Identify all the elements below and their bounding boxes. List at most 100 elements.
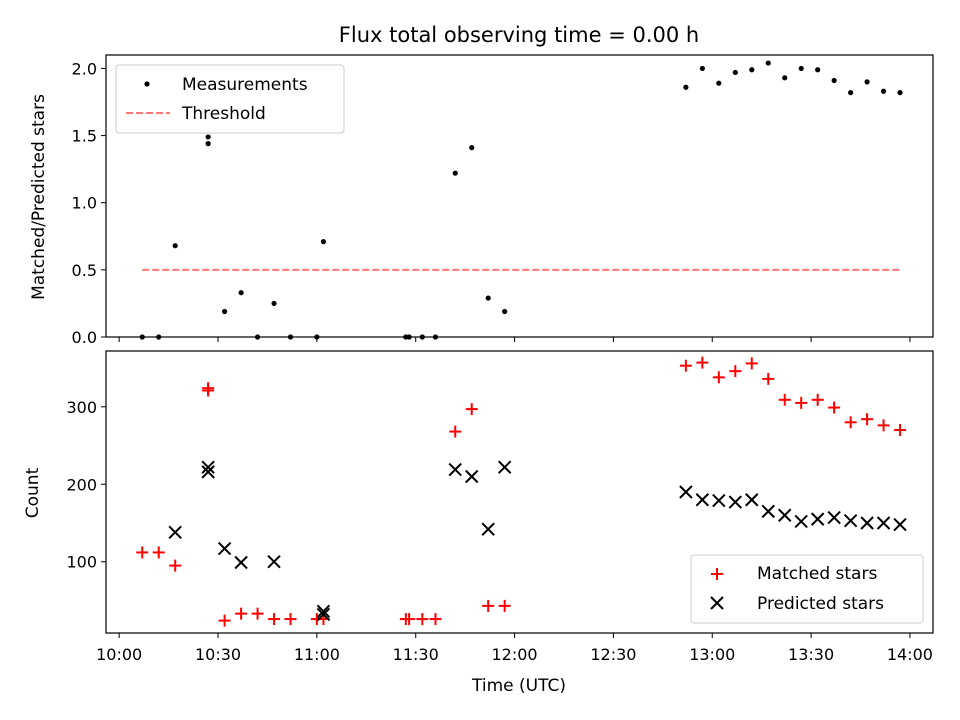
- matched-point-4: [202, 382, 215, 395]
- predicted-point-12: [679, 485, 693, 499]
- matched-point-26: [778, 393, 791, 406]
- predicted-point-14: [712, 493, 726, 508]
- top-ytick-label-1: 0.5: [72, 261, 97, 280]
- measurement-point-30: [848, 90, 854, 96]
- measurement-point-6: [238, 290, 244, 296]
- matched-point-1: [152, 546, 165, 559]
- bottom-xtick-label-0: 10:00: [96, 645, 142, 664]
- chart-title: Flux total observing time = 0.00 h: [339, 23, 699, 47]
- predicted-point-20: [810, 512, 825, 526]
- bottom-ytick-label-1: 200: [66, 475, 97, 494]
- legend-matched-label: Matched stars: [757, 564, 877, 584]
- bottom-xtick-label-5: 12:30: [590, 645, 636, 664]
- bottom-legend-box: [690, 554, 924, 624]
- bottom-xtick-label-6: 13:00: [689, 645, 735, 664]
- legend-predicted-label: Predicted stars: [757, 594, 884, 614]
- measurement-point-25: [765, 60, 771, 66]
- measurement-point-28: [815, 67, 821, 73]
- top-plot-area: [139, 60, 903, 340]
- predicted-point-2: [201, 460, 215, 474]
- legend-predicted-marker: [710, 596, 724, 610]
- predicted-point-6: [316, 604, 331, 619]
- matched-point-6: [235, 607, 248, 620]
- bottom-legend: Matched stars Predicted stars: [690, 554, 924, 624]
- bottom-xtick-label-7: 13:30: [788, 645, 834, 664]
- matched-point-30: [844, 416, 857, 429]
- matched-point-0: [136, 546, 149, 559]
- matched-point-5: [218, 614, 231, 627]
- predicted-point-17: [761, 504, 775, 519]
- legend-matched-marker: [711, 568, 723, 580]
- legend-measurements-marker: [144, 81, 150, 87]
- matched-point-19: [498, 599, 511, 612]
- predicted-point-1: [201, 465, 215, 479]
- bottom-axes-frame: [105, 350, 934, 634]
- predicted-point-10: [481, 522, 495, 536]
- bottom-xtick-label-2: 11:00: [294, 645, 340, 664]
- top-ylabel: Matched/Predicted stars: [29, 94, 49, 300]
- matched-point-14: [416, 613, 429, 626]
- predicted-point-3: [217, 541, 232, 556]
- top-ytick-label-2: 1.0: [72, 194, 97, 213]
- matched-point-25: [762, 372, 775, 385]
- predicted-point-15: [728, 495, 743, 509]
- legend-threshold-label: Threshold: [181, 104, 266, 124]
- bottom-xtick-label-3: 11:30: [393, 645, 439, 664]
- top-legend: Measurements Threshold: [115, 64, 345, 134]
- measurement-point-17: [469, 145, 475, 151]
- bottom-xtick-label-4: 12:00: [492, 645, 538, 664]
- ratio-panel: Matched/Predicted stars 0.00.51.01.52.0 …: [29, 54, 934, 347]
- measurement-point-26: [782, 75, 788, 81]
- matched-point-32: [877, 419, 890, 432]
- matched-point-9: [284, 613, 297, 626]
- measurement-point-18: [485, 295, 491, 301]
- measurement-point-4: [205, 134, 211, 140]
- predicted-point-11: [497, 460, 512, 474]
- measurement-point-27: [798, 65, 804, 72]
- measurement-point-31: [864, 79, 870, 85]
- measurement-point-32: [880, 88, 887, 94]
- measurement-point-5: [222, 308, 228, 315]
- bottom-plot-area: [136, 356, 907, 627]
- measurement-point-11: [320, 239, 327, 245]
- bottom-xtick-label-8: 14:00: [887, 645, 933, 664]
- predicted-point-18: [778, 508, 792, 522]
- predicted-point-22: [843, 513, 858, 528]
- matched-point-22: [712, 371, 725, 384]
- legend-measurements-label: Measurements: [182, 75, 308, 95]
- matched-point-8: [268, 613, 281, 626]
- matched-point-31: [861, 413, 874, 426]
- predicted-point-0: [168, 525, 182, 539]
- matched-point-23: [729, 365, 742, 378]
- top-ytick-label-4: 2.0: [72, 59, 97, 78]
- top-legend-box: [115, 64, 345, 134]
- measurement-point-23: [732, 69, 738, 76]
- predicted-point-4: [234, 555, 248, 570]
- bottom-ylabel: Count: [23, 467, 43, 518]
- top-ytick-label-3: 1.5: [72, 127, 97, 146]
- matched-point-15: [429, 613, 442, 626]
- bottom-ytick-label-0: 100: [66, 553, 97, 572]
- predicted-point-21: [827, 510, 841, 525]
- measurement-point-22: [716, 80, 722, 86]
- bottom-ytick-label-2: 300: [66, 398, 97, 417]
- matched-point-28: [811, 393, 824, 406]
- predicted-point-23: [860, 516, 874, 530]
- predicted-point-19: [794, 514, 808, 529]
- matched-point-20: [679, 359, 692, 372]
- predicted-point-5: [267, 555, 281, 569]
- measurement-point-3: [205, 141, 211, 147]
- measurement-point-16: [452, 170, 458, 176]
- matched-point-13: [403, 613, 416, 626]
- predicted-point-8: [448, 462, 462, 477]
- top-axes-frame: [105, 54, 934, 338]
- count-panel: Count 100 200 300 10:00 10:30 11:00 11:30 12:0…: [23, 350, 934, 696]
- predicted-point-24: [876, 516, 891, 530]
- measurement-point-24: [749, 67, 755, 73]
- matched-point-17: [465, 403, 478, 416]
- top-ytick-label-0: 0.0: [72, 328, 97, 347]
- matched-point-18: [482, 599, 495, 612]
- bottom-xlabel: Time (UTC): [471, 676, 566, 696]
- predicted-point-25: [893, 517, 907, 532]
